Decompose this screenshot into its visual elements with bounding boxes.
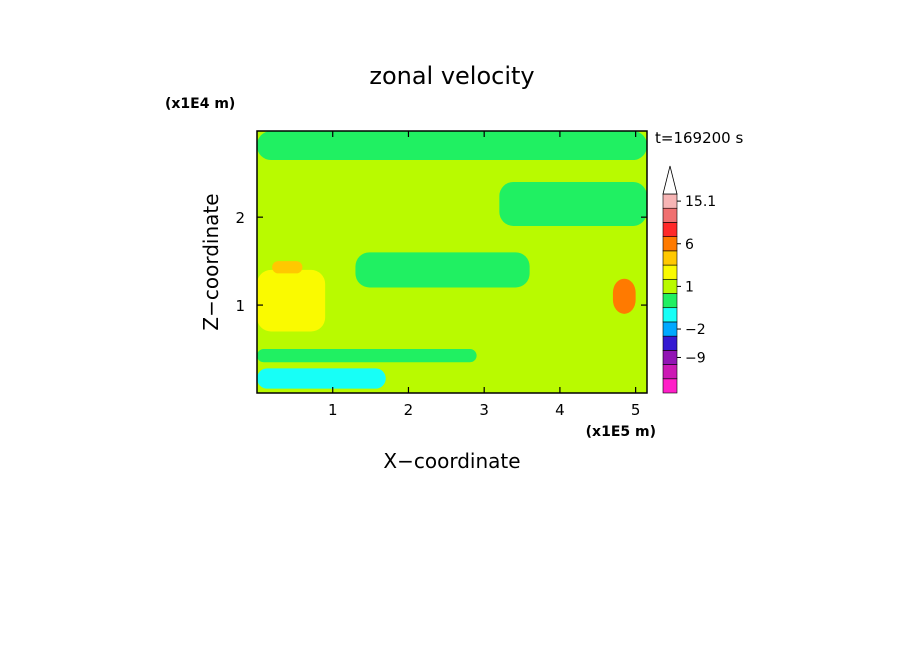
y-axis-label: Z−coordinate [199,193,223,330]
x-axis-unit: (x1E5 m) [586,424,656,440]
colorbar-arrow [662,165,678,195]
contour-region [355,252,530,288]
time-label: t=169200 s [655,129,743,147]
x-axis-ticks: 1 2 3 4 5 [328,131,640,419]
colorbar-label: 6 [685,237,694,253]
x-tick-label: 1 [328,401,338,419]
colorbar-swatch [662,321,678,337]
chart-title: zonal velocity [369,62,534,90]
colorbar-label: −9 [685,350,706,366]
colorbar-swatch [662,350,678,365]
x-tick-label: 5 [631,401,641,419]
contour-region [272,261,303,274]
contour-region [257,131,647,161]
plot-frame [256,130,648,394]
colorbar-swatch [662,278,678,294]
colorbar-label: 1 [685,279,694,295]
contour-field [257,131,647,393]
colorbar-swatch [662,335,678,351]
colorbar-label: 15.1 [685,194,716,210]
colorbar-swatch [662,250,678,266]
colorbar-swatch [662,364,678,380]
x-axis-label: X−coordinate [383,449,520,473]
colorbar-swatch [662,193,678,209]
x-tick-label: 3 [479,401,489,419]
contour-region [257,269,326,332]
x-tick-label: 4 [555,401,565,419]
colorbar-swatch [662,293,678,309]
y-tick-label: 1 [235,297,245,315]
colorbar-swatch [662,378,678,394]
colorbar-swatch [662,222,678,237]
contour-region [499,181,647,226]
x-tick-label: 2 [404,401,414,419]
colorbar-swatch [662,236,678,252]
y-tick-label: 2 [235,209,245,227]
colorbar-label: −2 [685,322,706,338]
colorbar: 15.1 6 1 −2 −9 [662,165,716,394]
colorbar-swatch [662,207,678,223]
colorbar-swatch [662,264,678,280]
y-axis-unit: (x1E4 m) [165,96,235,112]
colorbar-swatch [662,307,678,323]
y-axis-ticks: 12 [235,209,647,315]
contour-region [257,368,386,389]
contour-region [257,349,477,363]
contour-region [612,278,636,314]
